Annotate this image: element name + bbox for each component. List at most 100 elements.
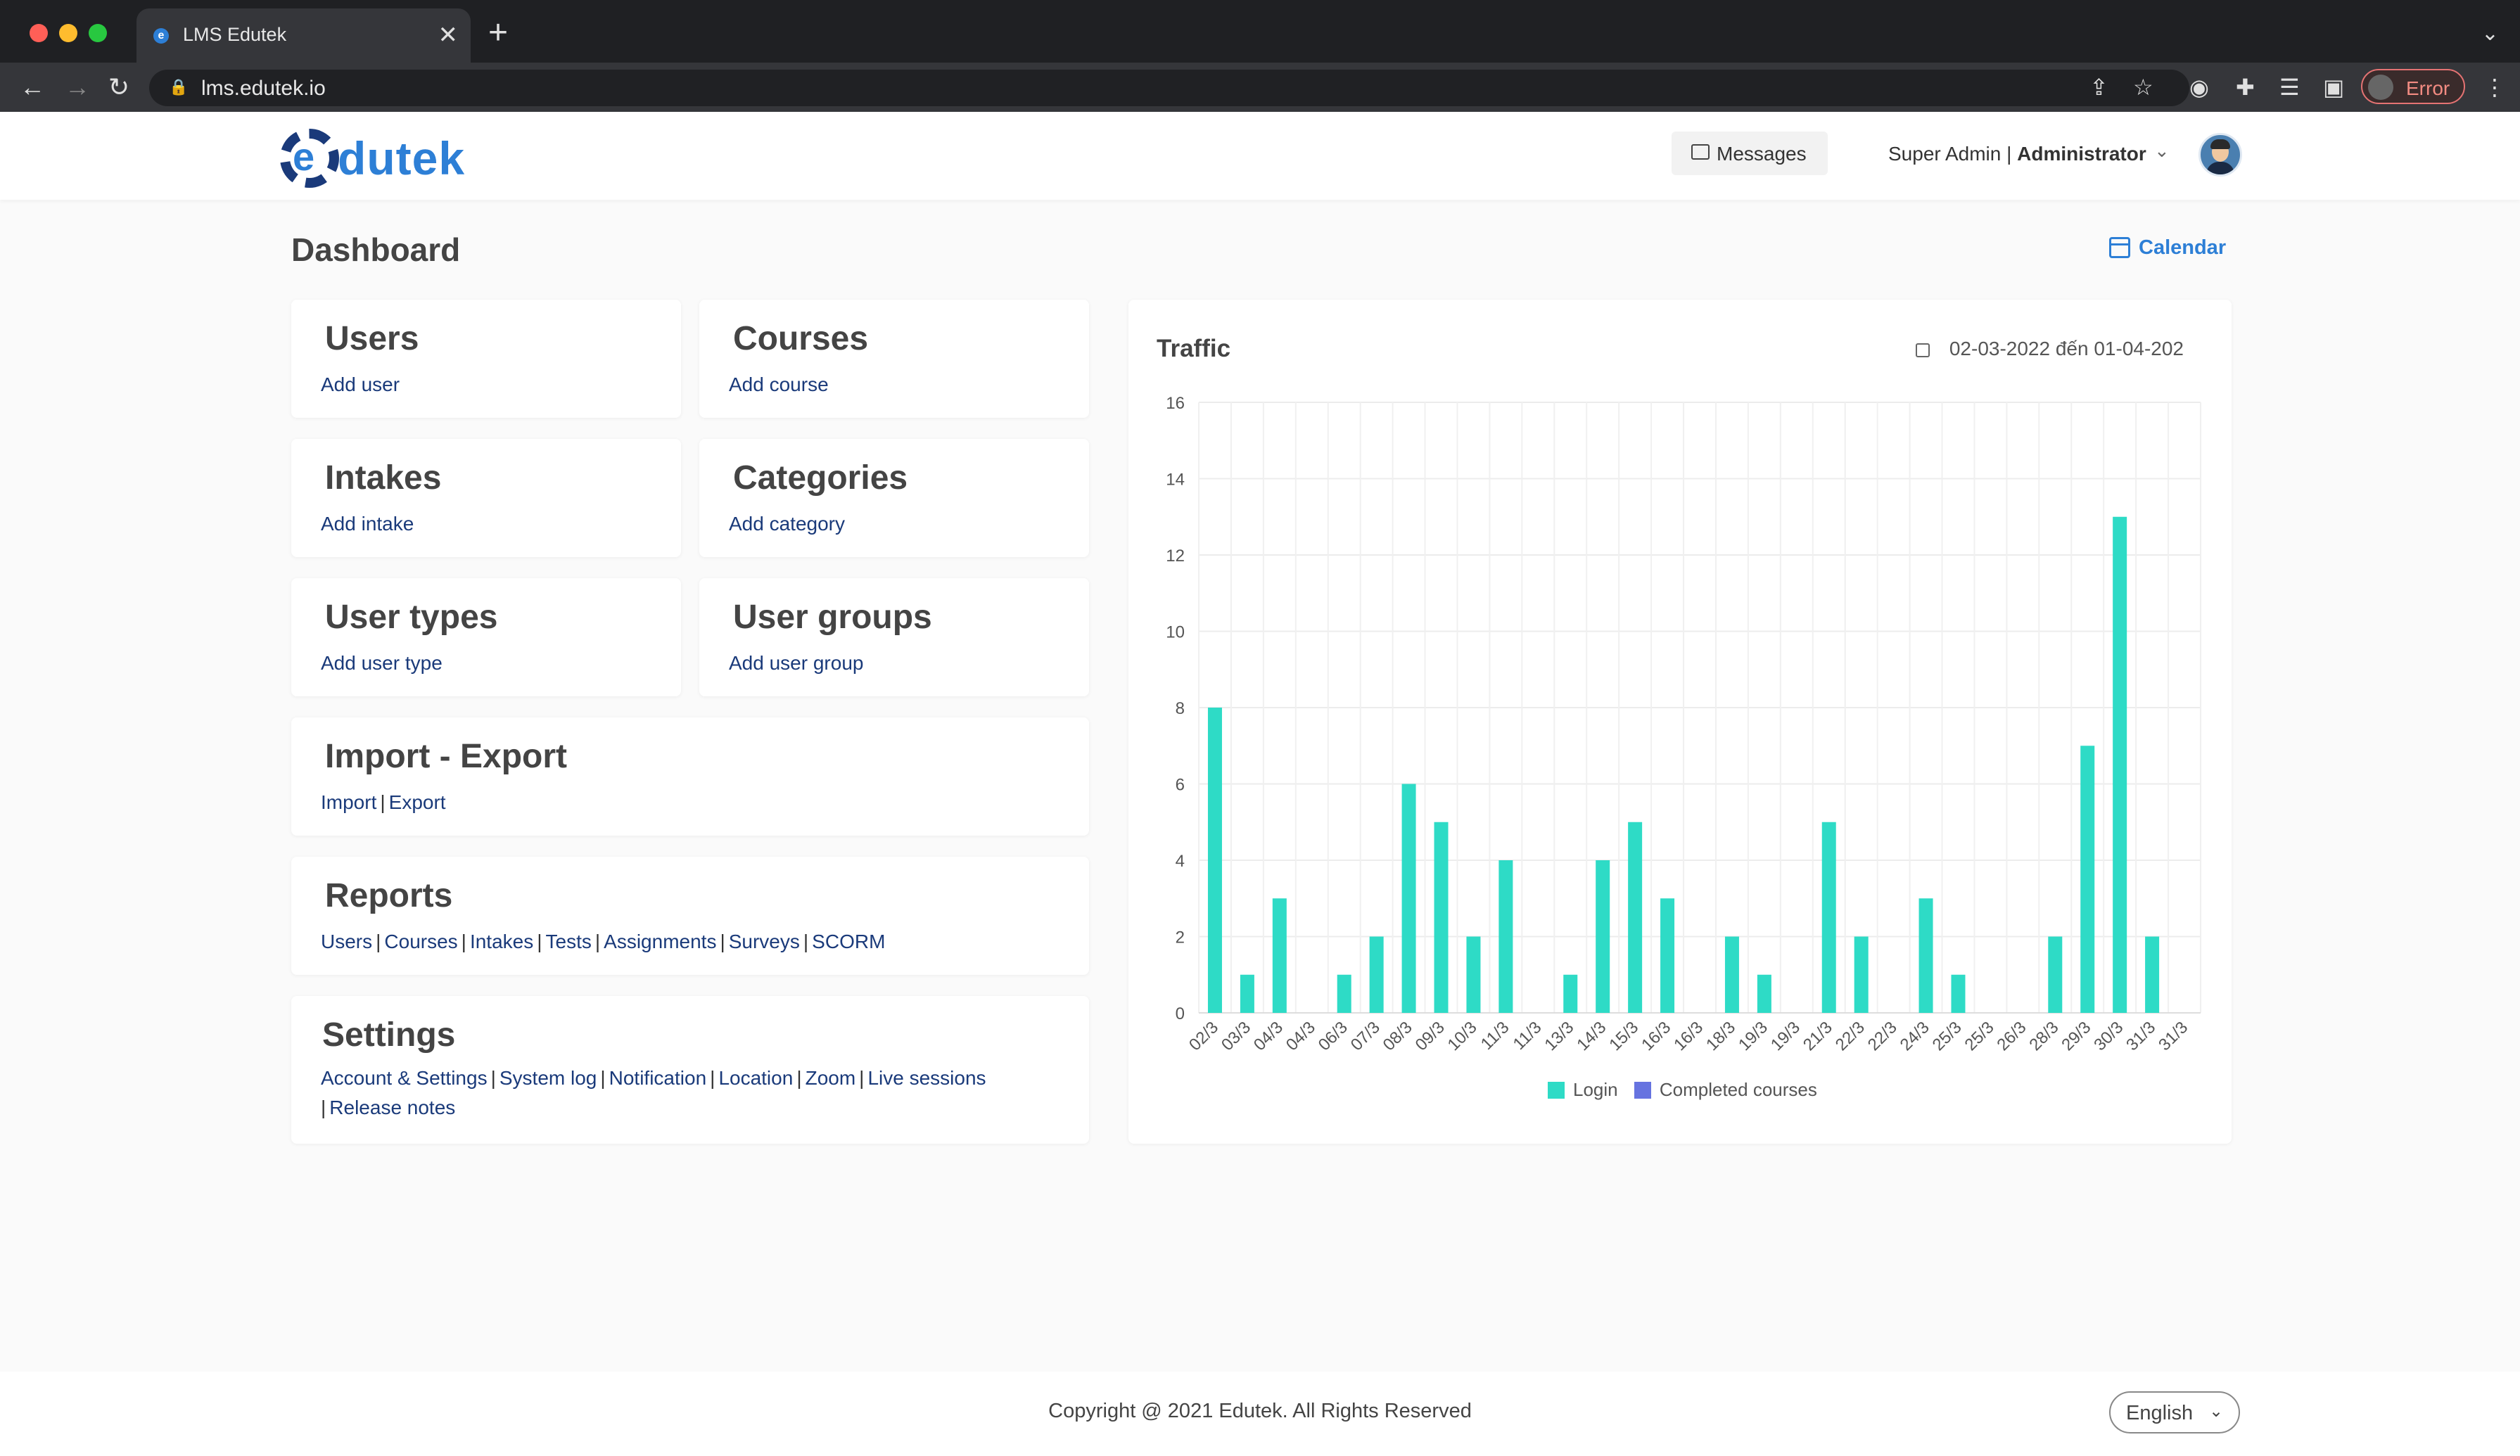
report-intakes-link[interactable]: Intakes (469, 931, 534, 952)
x-tick-label: 13/3 (1541, 1018, 1577, 1054)
x-tick-label: 31/3 (2155, 1018, 2191, 1054)
x-tick-label: 04/3 (1283, 1018, 1319, 1054)
extensions-puzzle-icon[interactable]: ✚ (2236, 75, 2255, 100)
zoom-link[interactable]: Zoom (805, 1067, 856, 1089)
bookmark-star-icon[interactable]: ☆ (2133, 75, 2153, 100)
window-zoom-button[interactable] (89, 24, 107, 42)
y-tick-label: 8 (1176, 699, 1185, 718)
x-tick-label: 28/3 (2025, 1018, 2062, 1054)
url-text: lms.edutek.io (201, 77, 326, 100)
report-surveys-link[interactable]: Surveys (728, 931, 800, 952)
x-tick-label: 25/3 (1929, 1018, 1966, 1054)
reading-list-icon[interactable]: ☰ (2279, 75, 2300, 100)
settings-card-title: Settings (322, 1016, 456, 1054)
import-link[interactable]: Import (321, 791, 377, 813)
bar-login (2048, 936, 2063, 1013)
date-range-text: 02-03-2022 đến 01-04-202 (1949, 338, 2184, 359)
system-log-link[interactable]: System log (499, 1067, 597, 1089)
settings-card: Settings Account & Settings | System log | N… (291, 996, 1089, 1144)
x-tick-label: 15/3 (1605, 1018, 1642, 1054)
report-assignments-link[interactable]: Assignments (604, 931, 717, 952)
add-user-group-link[interactable]: Add user group (729, 652, 864, 674)
tab-search-chevron-icon[interactable]: ⌄ (2481, 22, 2499, 45)
forward-arrow-icon[interactable]: → (65, 72, 90, 101)
side-panel-icon[interactable]: ▣ (2323, 75, 2345, 100)
x-tick-label: 10/3 (1444, 1018, 1481, 1054)
window-minimize-button[interactable] (59, 24, 77, 42)
language-select[interactable]: English ⌄ (2109, 1391, 2240, 1433)
y-tick-label: 4 (1176, 852, 1185, 871)
bar-login (1563, 974, 1578, 1013)
new-tab-button[interactable]: + (488, 14, 509, 51)
back-arrow-icon[interactable]: ← (20, 72, 45, 101)
export-link[interactable]: Export (388, 791, 446, 813)
x-tick-label: 16/3 (1638, 1018, 1674, 1054)
traffic-title: Traffic (1157, 335, 1231, 362)
user-role: Administrator (2017, 143, 2146, 165)
edutek-logo[interactable]: e dutek (280, 127, 466, 191)
bar-login (1207, 708, 1222, 1013)
chart-legend: Login Completed courses (1548, 1079, 1828, 1101)
add-intake-link[interactable]: Add intake (321, 513, 414, 535)
bar-login (1918, 898, 1933, 1013)
date-range-picker[interactable]: 02-03-2022 đến 01-04-202 (1915, 338, 2184, 360)
location-link[interactable]: Location (718, 1067, 794, 1089)
reload-icon[interactable]: ↻ (108, 72, 130, 101)
user-groups-card: User groups Add user group (699, 578, 1089, 696)
user-groups-card-title: User groups (733, 599, 932, 636)
calendar-link[interactable]: Calendar (2109, 236, 2226, 260)
logo-letter: e (293, 134, 315, 179)
browser-tab[interactable]: e LMS Edutek ✕ (136, 8, 471, 63)
import-export-card: Import - Export Import | Export (291, 717, 1089, 836)
profile-error-pill[interactable]: Error (2361, 69, 2465, 104)
release-notes-link[interactable]: Release notes (329, 1097, 456, 1118)
calendar-label: Calendar (2139, 236, 2227, 259)
legend-item-completed[interactable]: Completed courses (1634, 1079, 1817, 1100)
browser-toolbar: ← → ↻ 🔒 lms.edutek.io (0, 63, 2520, 112)
user-menu[interactable]: Super Admin | Administrator (1888, 143, 2146, 165)
x-tick-label: 07/3 (1347, 1018, 1384, 1054)
legend-item-login[interactable]: Login (1548, 1079, 1618, 1100)
live-sessions-link[interactable]: Live sessions (867, 1067, 986, 1089)
calendar-icon (1915, 343, 1930, 357)
account-settings-link[interactable]: Account & Settings (321, 1067, 488, 1089)
logo-text: dutek (338, 132, 466, 184)
report-scorm-link[interactable]: SCORM (812, 931, 886, 952)
y-tick-label: 0 (1176, 1004, 1185, 1023)
bar-login (1369, 936, 1384, 1013)
add-course-link[interactable]: Add course (729, 373, 829, 395)
categories-card: Categories Add category (699, 439, 1089, 557)
notification-link[interactable]: Notification (609, 1067, 707, 1089)
tab-title: LMS Edutek (183, 24, 287, 45)
y-tick-label: 16 (1166, 394, 1185, 413)
camera-icon[interactable]: ◉ (2189, 75, 2209, 100)
tab-close-icon[interactable]: ✕ (438, 22, 459, 49)
x-tick-label: 29/3 (2058, 1018, 2094, 1054)
add-user-type-link[interactable]: Add user type (321, 652, 443, 674)
bar-login (1854, 936, 1869, 1013)
chevron-down-icon[interactable]: ⌄ (2154, 140, 2170, 161)
favicon-icon: e (153, 28, 169, 44)
report-courses-link[interactable]: Courses (384, 931, 458, 952)
window-close-button[interactable] (30, 24, 48, 42)
x-tick-label: 03/3 (1218, 1018, 1254, 1054)
message-bubble-icon (1691, 144, 1710, 160)
address-bar[interactable]: 🔒 lms.edutek.io (149, 70, 2189, 106)
x-tick-label: 21/3 (1800, 1018, 1836, 1054)
categories-card-title: Categories (733, 459, 908, 497)
profile-avatar-icon (2368, 75, 2393, 100)
add-user-link[interactable]: Add user (321, 373, 400, 395)
x-tick-label: 11/3 (1477, 1018, 1513, 1054)
browser-menu-icon[interactable]: ⋮ (2483, 75, 2506, 100)
report-users-link[interactable]: Users (321, 931, 373, 952)
calendar-icon (2109, 237, 2130, 258)
share-icon[interactable]: ⇪ (2089, 75, 2108, 100)
avatar[interactable] (2198, 133, 2242, 177)
x-tick-label: 09/3 (1412, 1018, 1449, 1054)
x-tick-label: 30/3 (2090, 1018, 2127, 1054)
report-tests-link[interactable]: Tests (545, 931, 592, 952)
add-category-link[interactable]: Add category (729, 513, 845, 535)
messages-button[interactable]: Messages (1672, 132, 1828, 175)
legend-label-login: Login (1573, 1079, 1618, 1100)
x-tick-label: 14/3 (1573, 1018, 1610, 1054)
